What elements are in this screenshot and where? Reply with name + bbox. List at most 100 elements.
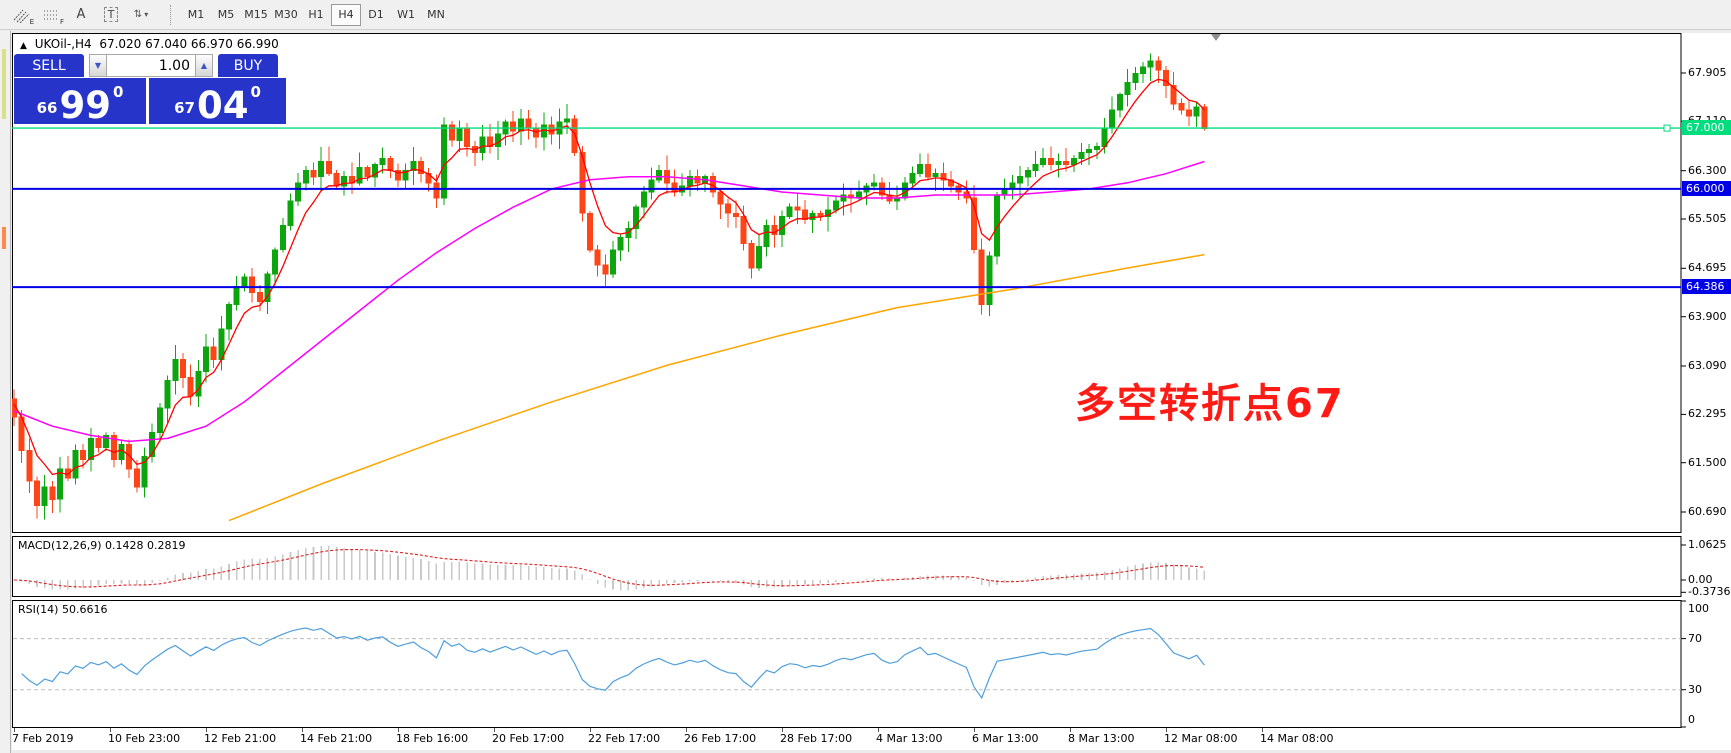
collapse-arrow-icon[interactable]: ▲ xyxy=(20,41,27,51)
time-axis-tick xyxy=(110,728,111,732)
spinner-up-icon: ▲ xyxy=(200,61,208,70)
buy-price-display[interactable]: 67 04 0 xyxy=(149,78,286,124)
macd-pane[interactable]: MACD(12,26,9) 0.1428 0.2819 1.0625 0.00 -0… xyxy=(12,536,1731,598)
volume-input[interactable] xyxy=(107,54,195,77)
drawing-tool-buttons: E F A T ⇅ ▾ xyxy=(6,3,156,27)
timeframe-button-m5[interactable]: M5 xyxy=(217,8,235,21)
one-click-trading-panel: SELL ▼ ▲ BUY 66 99 0 67 04 0 xyxy=(14,54,286,124)
ma-medium-line xyxy=(13,160,1205,443)
price-axis-tick: 67.905 xyxy=(1688,66,1727,79)
toolbar-separator xyxy=(170,4,171,25)
rsi-indicator-name: RSI(14) xyxy=(18,603,59,616)
arrows-tool[interactable]: ⇅ ▾ xyxy=(126,3,156,27)
buy-price-point: 0 xyxy=(250,83,261,101)
timeframe-button-m15[interactable]: M15 xyxy=(244,8,268,21)
candlestick-chart[interactable] xyxy=(12,33,1731,533)
rsi-indicator-value: 50.6616 xyxy=(61,603,108,616)
symbol-name: UKOil-,H4 xyxy=(34,37,92,51)
sell-price-pips: 99 xyxy=(59,83,111,127)
rsi-axis-tick: 100 xyxy=(1688,602,1709,615)
macd-chart[interactable] xyxy=(12,536,1731,597)
time-axis-tick xyxy=(590,728,591,732)
dropdown-caret-icon: ▾ xyxy=(144,10,149,19)
spinner-down-icon: ▼ xyxy=(94,61,102,70)
time-axis-tick xyxy=(302,728,303,732)
time-axis-tick xyxy=(686,728,687,732)
toolbar: E F A T ⇅ ▾ M1 M5 M15 M30 H1 H4 D1 W1 MN xyxy=(0,0,1731,30)
time-axis-tick xyxy=(398,728,399,732)
time-axis-tick xyxy=(974,728,975,732)
sell-price-big-figure: 66 xyxy=(36,99,58,117)
price-axis-tick: 64.695 xyxy=(1688,261,1727,274)
rsi-axis-tick: 0 xyxy=(1688,713,1695,726)
timeframe-button-d1[interactable]: D1 xyxy=(368,8,384,21)
time-axis-label: 12 Mar 08:00 xyxy=(1164,732,1238,745)
timeframe-button-h4[interactable]: H4 xyxy=(331,3,361,26)
macd-indicator-values: 0.1428 0.2819 xyxy=(105,539,186,552)
macd-label: MACD(12,26,9) 0.1428 0.2819 xyxy=(18,539,186,552)
time-axis-label: 14 Mar 08:00 xyxy=(1260,732,1334,745)
fibonacci-icon xyxy=(44,10,58,19)
buy-button[interactable]: BUY xyxy=(218,54,278,77)
rsi-axis-tick: 30 xyxy=(1688,683,1702,696)
timeframe-button-m1[interactable]: M1 xyxy=(187,8,205,21)
support-price-badge: 64.386 xyxy=(1682,279,1731,294)
time-axis-label: 28 Feb 17:00 xyxy=(780,732,853,745)
timeframe-button-w1[interactable]: W1 xyxy=(397,8,415,21)
timeframe-button-h1[interactable]: H1 xyxy=(308,8,324,21)
time-axis-label: 8 Mar 13:00 xyxy=(1068,732,1135,745)
timeframe-buttons: M1 M5 M15 M30 H1 H4 D1 W1 MN xyxy=(181,3,451,26)
time-axis-tick xyxy=(206,728,207,732)
time-axis-tick xyxy=(1262,728,1263,732)
arrows-icon: ⇅ xyxy=(133,9,143,20)
rsi-pane[interactable]: RSI(14) 50.6616 100 70 30 0 xyxy=(12,600,1731,728)
equidistant-channel-tool-label: E xyxy=(29,17,34,26)
time-axis-tick xyxy=(1070,728,1071,732)
price-axis-tick: 63.900 xyxy=(1688,310,1727,323)
text-box-tool-icon: T xyxy=(103,7,119,22)
hline-handle[interactable] xyxy=(1663,124,1671,132)
timeframe-button-mn[interactable]: MN xyxy=(427,8,445,21)
chart-shift-marker-icon[interactable] xyxy=(1211,34,1221,41)
fibonacci-tool-label: F xyxy=(59,17,64,26)
time-axis-label: 6 Mar 13:00 xyxy=(972,732,1039,745)
collapsed-sidebar-strip[interactable] xyxy=(0,31,11,753)
time-axis[interactable]: 7 Feb 2019 10 Feb 23:00 12 Feb 21:00 14 Feb… xyxy=(12,728,1731,750)
timeframe-button-m30[interactable]: M30 xyxy=(274,8,298,21)
price-axis-tick: 61.500 xyxy=(1688,456,1727,469)
time-axis-label: 26 Feb 17:00 xyxy=(684,732,757,745)
current-price-badge: 67.000 xyxy=(1682,120,1731,135)
time-axis-label: 7 Feb 2019 xyxy=(12,732,74,745)
time-axis-label: 10 Feb 23:00 xyxy=(108,732,181,745)
time-axis-label: 20 Feb 17:00 xyxy=(492,732,565,745)
macd-histogram xyxy=(13,546,1206,591)
text-box-tool[interactable]: T xyxy=(96,3,126,27)
time-axis-label: 14 Feb 21:00 xyxy=(300,732,373,745)
rsi-chart[interactable] xyxy=(12,600,1731,728)
rsi-line xyxy=(21,627,1205,700)
price-axis-tick: 66.300 xyxy=(1688,164,1727,177)
time-axis-label: 4 Mar 13:00 xyxy=(876,732,943,745)
fibonacci-tool[interactable]: F xyxy=(36,3,66,27)
ohlc-values: 67.020 67.040 66.970 66.990 xyxy=(99,37,279,51)
support-price-badge: 66.000 xyxy=(1682,181,1731,196)
volume-increase-button[interactable]: ▲ xyxy=(195,54,213,77)
price-axis-tick: 62.295 xyxy=(1688,407,1727,420)
text-label-tool-icon: A xyxy=(76,7,86,22)
buy-price-pips: 04 xyxy=(196,83,249,127)
price-axis-tick: 60.690 xyxy=(1688,505,1727,518)
ma-fast-line xyxy=(13,78,1205,476)
sell-price-display[interactable]: 66 99 0 xyxy=(14,78,146,124)
equidistant-channel-tool[interactable]: E xyxy=(6,3,36,27)
price-pane[interactable]: ▲ UKOil-,H4 67.020 67.040 66.970 66.990 … xyxy=(12,33,1731,533)
time-axis-label: 22 Feb 17:00 xyxy=(588,732,661,745)
sell-button[interactable]: SELL xyxy=(14,54,84,77)
time-axis-label: 18 Feb 16:00 xyxy=(396,732,469,745)
macd-signal-line xyxy=(13,548,1205,588)
volume-decrease-button[interactable]: ▼ xyxy=(89,54,107,77)
time-axis-tick xyxy=(1166,728,1167,732)
time-axis-tick xyxy=(494,728,495,732)
text-label-tool[interactable]: A xyxy=(66,3,96,27)
rsi-label: RSI(14) 50.6616 xyxy=(18,603,107,616)
